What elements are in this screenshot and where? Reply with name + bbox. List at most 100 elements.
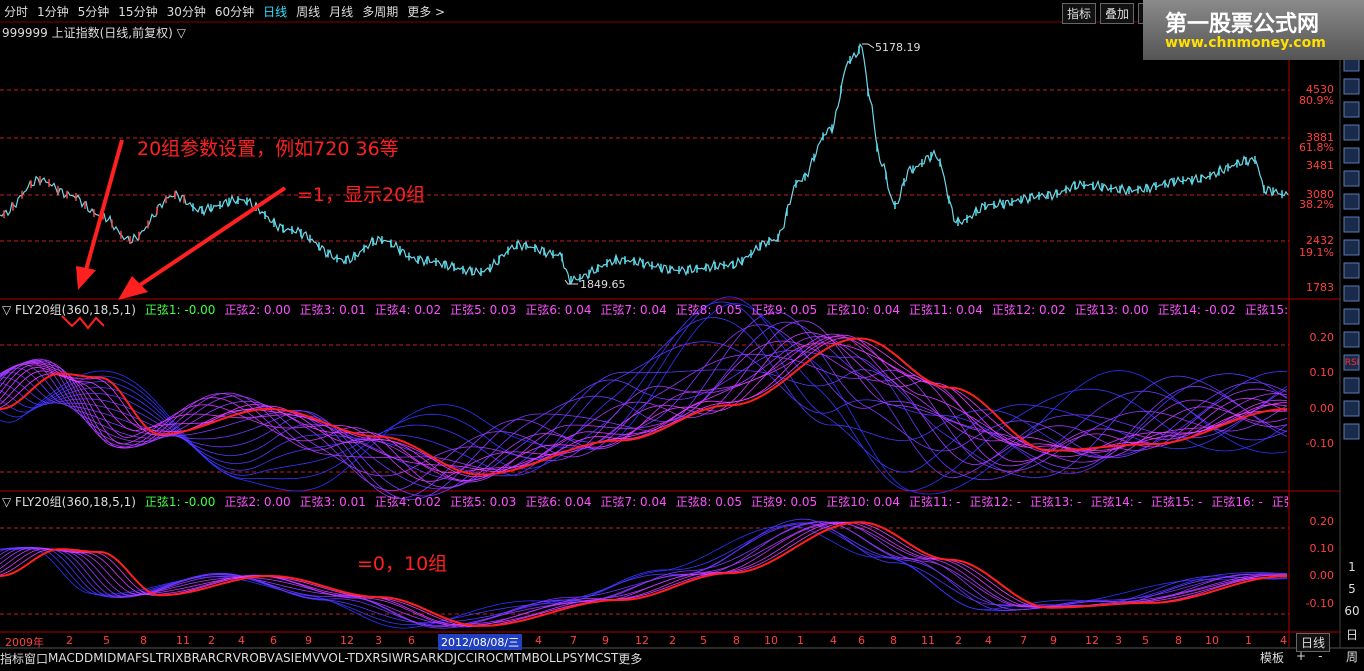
indicator-tab[interactable]: MCST	[584, 651, 619, 665]
date-label: 6	[270, 634, 277, 647]
toolbar-button[interactable]: 指标	[1062, 3, 1097, 24]
date-label: 7	[1020, 634, 1027, 647]
period-button[interactable]: 多周期	[362, 4, 399, 19]
indicator-tab[interactable]: OBV	[249, 651, 275, 665]
indicator-tab[interactable]: RSI	[372, 651, 392, 665]
period-button[interactable]: 1分钟	[37, 4, 69, 19]
period-button[interactable]: 60分钟	[214, 4, 255, 19]
template-button[interactable]: +	[1296, 649, 1307, 663]
wave-line	[0, 521, 1288, 626]
indicator-value: 正弦4: 0.02	[374, 494, 442, 509]
indicator-tab[interactable]: MACD	[48, 651, 85, 665]
wave-line	[0, 303, 1288, 495]
sidebar-item[interactable]: 5	[1348, 582, 1356, 596]
sidebar-item[interactable]: 60	[1344, 604, 1360, 618]
indicator-tab[interactable]: DMA	[107, 651, 135, 665]
period-button[interactable]: 月线	[329, 4, 354, 19]
indicator-value: 正弦10: 0.04	[826, 494, 901, 509]
sidebar-icon	[1343, 285, 1360, 302]
date-label: 12	[635, 634, 649, 647]
indicator-tab[interactable]: BRAR	[183, 651, 217, 665]
indicator-tab[interactable]: 指标	[0, 651, 25, 666]
date-label: 9	[305, 634, 312, 647]
period-button[interactable]: 5分钟	[77, 4, 110, 19]
indicator-tab[interactable]: 更多	[618, 651, 643, 666]
annotation: =0，10组	[357, 553, 448, 575]
sidebar-icon	[1343, 78, 1360, 95]
curves	[0, 42, 1289, 629]
annotation: =1，显示20组	[297, 184, 426, 206]
sidebar-item[interactable]: 1	[1348, 560, 1356, 574]
wave-line	[0, 521, 1288, 628]
indicator-value: 正弦11: -	[909, 494, 961, 509]
date-label: 6	[858, 634, 865, 647]
sidebar-item[interactable]: 日	[1345, 628, 1358, 642]
sidebar-icon	[1343, 377, 1360, 394]
indicator-tab[interactable]: CCI	[457, 651, 478, 665]
indicator-tab[interactable]: 窗口	[24, 651, 49, 666]
indicator-value: 正弦8: 0.05	[675, 494, 742, 509]
sidebar-icon	[1343, 262, 1360, 279]
sidebar-icon	[1343, 239, 1360, 256]
template-button[interactable]: -	[1318, 649, 1323, 663]
indicator-tab[interactable]: FSL	[134, 651, 156, 665]
indicator-tab[interactable]: PSY	[562, 651, 585, 665]
date-label: 2	[208, 634, 215, 647]
period-label: 日线	[1296, 633, 1331, 652]
period-button[interactable]: 日线	[263, 4, 288, 19]
price-line	[0, 42, 1289, 286]
date-label: 5	[103, 634, 110, 647]
indicator-tab[interactable]: ROC	[477, 651, 504, 665]
indicator-tab[interactable]: TRIX	[155, 651, 184, 665]
indicator-value: 正弦13: -	[1029, 494, 1082, 509]
indicator-value: 正弦5: 0.03	[450, 494, 517, 509]
indicator-tab[interactable]: KDJ	[436, 651, 458, 665]
date-label: 5	[1142, 634, 1149, 647]
symbol-title: 999999 上证指数(日线,前复权) ▽	[2, 26, 186, 40]
wave-line	[0, 340, 1288, 483]
indicator-tab[interactable]: EMV	[294, 651, 321, 665]
wave-line	[0, 332, 1288, 482]
template-button[interactable]: 模板	[1260, 651, 1285, 665]
indicator-tab[interactable]: BOLL	[531, 651, 563, 665]
date-label: 1	[1245, 634, 1252, 647]
indicator-tab[interactable]: SAR	[412, 651, 437, 665]
indicator-tab[interactable]: ASI	[274, 651, 295, 665]
date-label: 9	[602, 634, 609, 647]
date-label: 9	[1050, 634, 1057, 647]
period-button[interactable]: 分时	[4, 4, 29, 19]
indicator-tab[interactable]: WR	[391, 651, 413, 665]
indicator-tab[interactable]: CR	[216, 651, 233, 665]
indicator-value: 正弦14: -	[1090, 494, 1142, 509]
sidebar-icon	[1343, 216, 1360, 233]
wave-line	[0, 522, 1288, 626]
wave-line	[0, 336, 1288, 477]
logo: 第一股票公式网 www.chnmoney.com	[1143, 0, 1364, 60]
date-label: 2	[669, 634, 676, 647]
period-button[interactable]: 周线	[296, 4, 321, 19]
period-button[interactable]: 15分钟	[118, 4, 158, 19]
toolbar-button[interactable]: 叠加	[1100, 3, 1135, 24]
indicator-axis-label: -0.10	[1305, 437, 1334, 450]
period-button[interactable]: 更多 >	[407, 4, 446, 19]
wave-line	[0, 301, 1288, 476]
indicator-axis-label: 0.10	[1309, 542, 1335, 555]
price-axis-label: 19.1%	[1299, 246, 1334, 259]
sidebar-item[interactable]: RSI	[1344, 358, 1360, 368]
indicator-tab[interactable]: VOL-TDX	[320, 651, 373, 665]
sidebar-icon	[1343, 101, 1360, 118]
indicator-value: 正弦3: 0.01	[299, 302, 366, 317]
indicator-value: 正弦6: 0.04	[525, 302, 592, 317]
indicator-value: 正弦14: -0.02	[1157, 302, 1236, 317]
price-axis-label: 80.9%	[1299, 94, 1334, 107]
period-button[interactable]: 30分钟	[166, 4, 206, 19]
date-label: 8	[140, 634, 147, 647]
indicator-tab[interactable]: DMI	[84, 651, 108, 665]
indicator-tab[interactable]: MTM	[503, 651, 532, 665]
price-axis-label: 4530	[1306, 83, 1334, 96]
wave-line	[0, 311, 1288, 501]
indicator-tab[interactable]: VR	[232, 651, 250, 665]
price-axis-label: 38.2%	[1299, 198, 1334, 211]
indicator-header: ▽ FLY20组(360,18,5,1) 正弦1: -0.00 正弦2: 0.00 正…	[2, 493, 1288, 509]
sidebar-item[interactable]: 周	[1345, 650, 1358, 664]
